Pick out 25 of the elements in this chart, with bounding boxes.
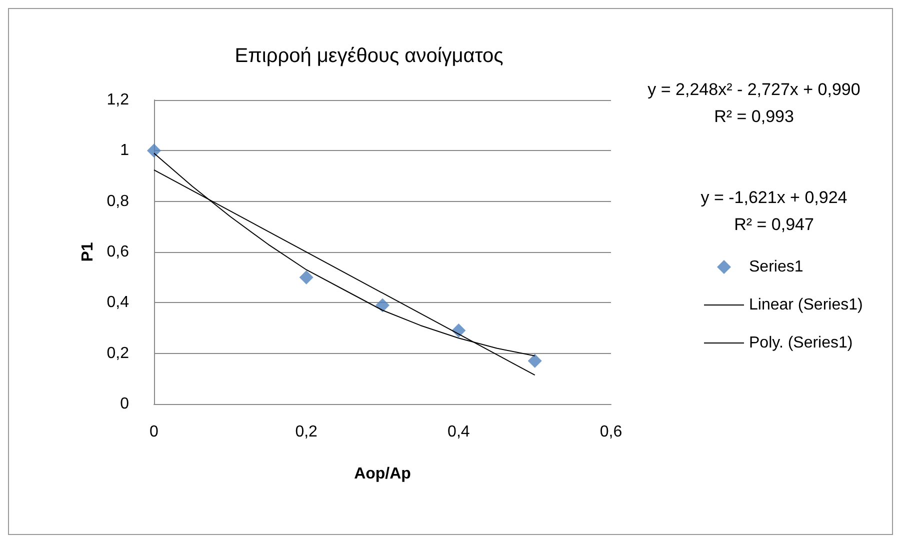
x-tick-label: 0,2 — [295, 424, 318, 440]
y-tick-label: 0,2 — [106, 344, 130, 362]
point — [299, 270, 314, 284]
y-tick-label: 0,8 — [106, 192, 130, 210]
legend-label: Poly. (Series1) — [749, 334, 853, 352]
text: y = -1,621x + 0,924 — [700, 188, 848, 207]
y-tick-label: 0 — [120, 396, 130, 412]
y-tick-label: 0,6 — [106, 244, 130, 260]
point — [376, 298, 390, 312]
x-axis-title: Aop/Ap — [354, 466, 412, 482]
y-tick-label: 0,4 — [106, 294, 130, 312]
x-tick-label: 0,6 — [600, 424, 622, 440]
legend-label: Series1 — [749, 258, 804, 276]
x-tick-label: 0,4 — [448, 424, 470, 440]
point — [528, 354, 542, 368]
y-axis-title: P1 — [79, 242, 96, 262]
y-tick-label: 1 — [120, 142, 130, 160]
text: R² = 0,993 — [714, 107, 794, 126]
x-tick-label: 0 — [150, 424, 159, 440]
y-tick-label: 1,2 — [106, 92, 130, 108]
chart-title: Επιρροή μεγέθους ανοίγματος — [234, 45, 504, 67]
legend-label: Linear (Series1) — [749, 296, 863, 314]
point — [147, 144, 161, 158]
text: y = 2,248x² - 2,727x + 0,990 — [648, 80, 860, 99]
text: R² = 0,947 — [734, 215, 814, 234]
